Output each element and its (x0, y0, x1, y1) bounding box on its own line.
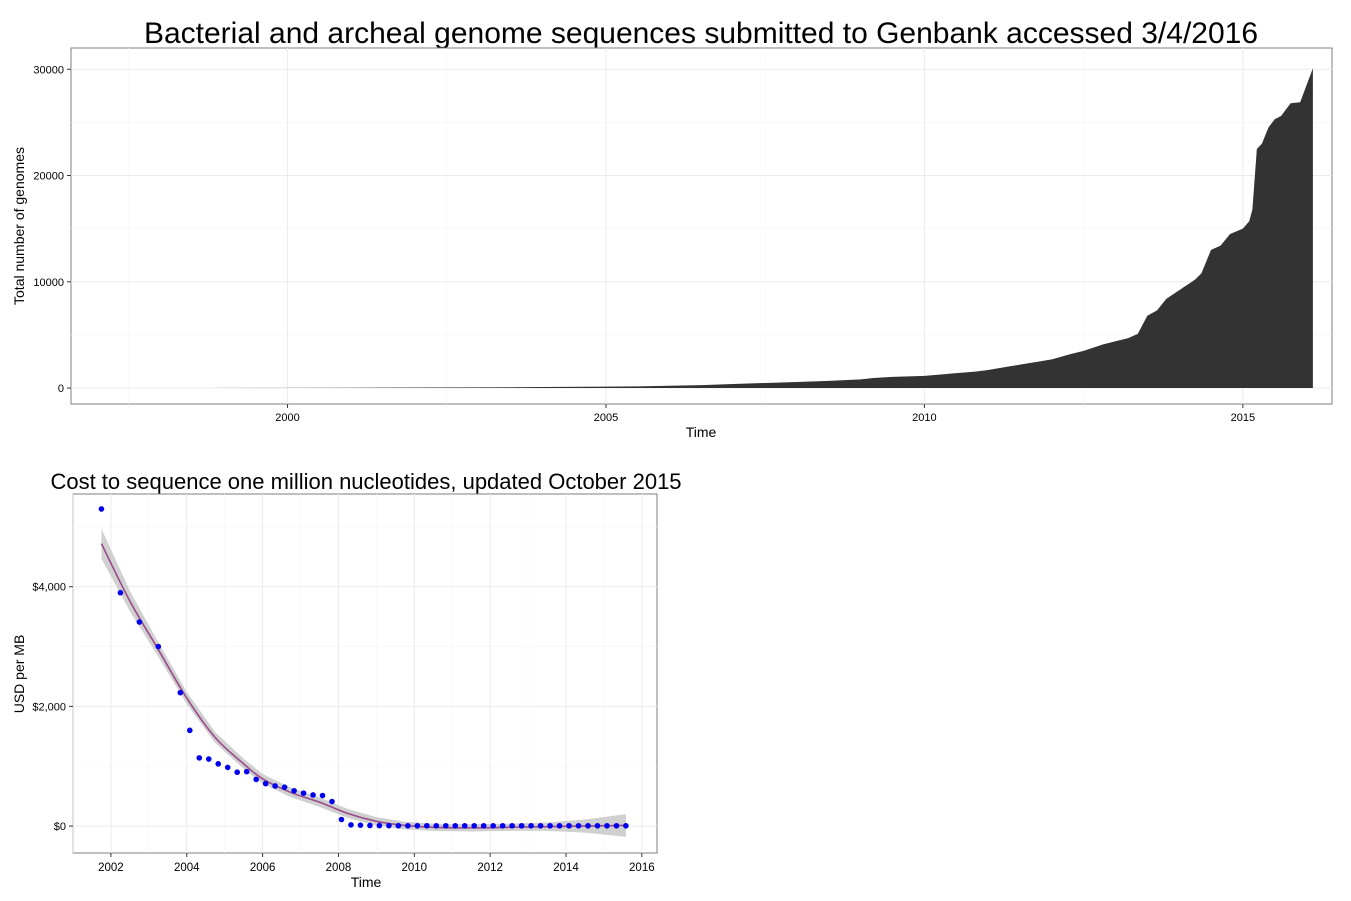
genome-area-chart: Bacterial and archeal genome sequences s… (11, 17, 1333, 440)
genome-x-tick-label: 2015 (1231, 412, 1255, 424)
cost-data-point (367, 822, 373, 829)
cost-data-point (338, 816, 345, 823)
cost-data-point (604, 822, 610, 829)
cost-data-point (310, 792, 316, 798)
cost-data-point (547, 822, 553, 829)
genome-area-series (204, 68, 1313, 389)
cost-x-tick-label: 2004 (174, 862, 200, 874)
cost-data-point (272, 783, 278, 789)
genome-axes: 2000 2005 2010 2015 0 10000 20000 30000 (33, 64, 1255, 424)
cost-data-point (442, 822, 449, 829)
cost-data-point (155, 643, 162, 650)
genome-y-tick-label: 10000 (33, 277, 64, 289)
cost-x-tick-label: 2016 (629, 862, 655, 874)
cost-data-point (566, 822, 572, 829)
cost-data-point (405, 822, 411, 829)
cost-data-point (234, 769, 241, 776)
cost-data-point (205, 756, 212, 762)
cost-y-tick-label: $0 (54, 821, 66, 833)
cost-data-point (253, 776, 259, 783)
cost-plot-panel (72, 493, 658, 854)
cost-data-point (509, 822, 515, 829)
cost-axes: 2002 2004 2006 2008 2010 2012 2014 2016 $0 $2,000… (32, 582, 654, 874)
cost-x-tick-label: 2002 (98, 862, 124, 874)
cost-data-point (243, 768, 250, 775)
cost-data-point (480, 822, 487, 829)
cost-data-point (98, 506, 105, 512)
cost-data-point (414, 822, 421, 829)
genome-x-axis-label: Time (686, 424, 717, 440)
cost-data-point (386, 822, 392, 829)
cost-data-point (291, 787, 297, 794)
genome-gridlines (71, 48, 1332, 404)
genome-x-tick-label: 2010 (912, 412, 936, 424)
genome-y-tick-label: 20000 (33, 171, 64, 183)
cost-data-point (452, 822, 459, 829)
cost-data-point (433, 822, 440, 829)
genome-x-tick-label: 2005 (594, 412, 618, 424)
genome-y-tick-label: 0 (58, 383, 64, 395)
cost-x-tick-label: 2010 (402, 862, 428, 874)
cost-y-tick-label: $2,000 (32, 701, 66, 713)
cost-x-axis-label: Time (351, 874, 382, 890)
cost-data-point (528, 822, 534, 829)
cost-data-point (329, 798, 335, 805)
cost-chart-title: Cost to sequence one million nucleotides… (50, 469, 681, 494)
cost-data-point (117, 589, 124, 596)
cost-scatter-chart: Cost to sequence one million nucleotides… (11, 469, 682, 890)
cost-data-point (424, 822, 430, 829)
cost-data-point (490, 822, 496, 829)
cost-data-point (357, 822, 364, 828)
cost-x-tick-label: 2012 (477, 862, 503, 874)
cost-points (98, 506, 629, 829)
cost-data-point (319, 792, 326, 799)
cost-data-point (348, 822, 354, 828)
cost-data-point (187, 727, 193, 734)
cost-data-point (177, 689, 184, 696)
cost-data-point (262, 780, 269, 787)
cost-data-point (395, 822, 402, 829)
genome-y-tick-label: 30000 (33, 64, 64, 76)
cost-data-point (300, 790, 307, 796)
cost-data-point (585, 822, 591, 829)
cost-data-point (575, 822, 582, 829)
cost-data-point (281, 784, 288, 790)
cost-x-tick-label: 2008 (326, 862, 352, 874)
cost-data-point (136, 619, 143, 625)
cost-y-axis-label: USD per MB (11, 635, 27, 714)
genome-x-tick-label: 2000 (275, 412, 299, 424)
cost-data-point (556, 822, 563, 829)
cost-data-point (471, 822, 478, 829)
cost-data-point (196, 755, 203, 761)
cost-data-point (215, 761, 222, 767)
cost-y-tick-label: $4,000 (32, 582, 66, 594)
cost-data-point (594, 822, 601, 829)
cost-data-point (499, 822, 506, 829)
cost-data-point (461, 822, 468, 829)
cost-x-tick-label: 2006 (250, 862, 276, 874)
cost-data-point (224, 764, 231, 771)
cost-x-tick-label: 2014 (553, 862, 579, 874)
cost-data-point (518, 822, 525, 829)
cost-gridlines (72, 494, 657, 853)
genome-y-axis-label: Total number of genomes (11, 147, 27, 305)
genome-chart-title: Bacterial and archeal genome sequences s… (144, 17, 1258, 50)
cost-data-point (623, 822, 629, 829)
cost-data-point (537, 822, 544, 829)
cost-data-point (376, 822, 383, 829)
cost-data-point (613, 822, 620, 829)
